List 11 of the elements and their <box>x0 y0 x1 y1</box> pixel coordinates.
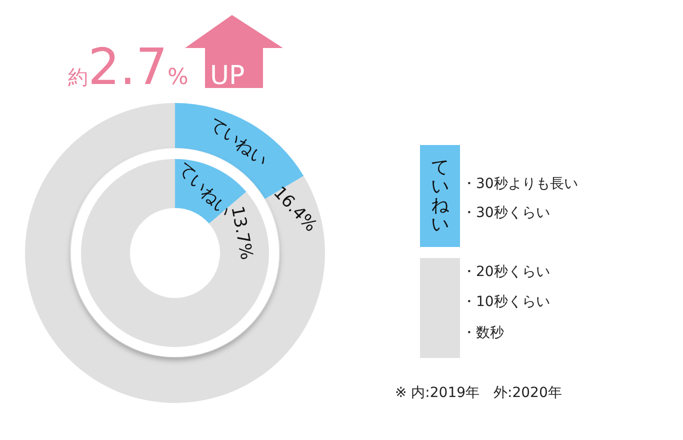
text: ・30秒くらい <box>462 205 550 221</box>
chart-title: 約2.7% UP <box>68 38 245 96</box>
donut-slice <box>25 103 325 403</box>
text: ・30秒よりも長い <box>462 176 578 192</box>
text: ・20秒くらい <box>462 264 550 280</box>
text: ・数秒 <box>462 325 504 341</box>
category-label: ていねい <box>431 157 449 235</box>
text: ・10秒くらい <box>462 294 550 310</box>
data-label: 13.7% <box>226 204 256 262</box>
text: ※ 内:2019年 外:2020年 <box>395 385 562 401</box>
slice-label: ていねい <box>204 113 271 171</box>
